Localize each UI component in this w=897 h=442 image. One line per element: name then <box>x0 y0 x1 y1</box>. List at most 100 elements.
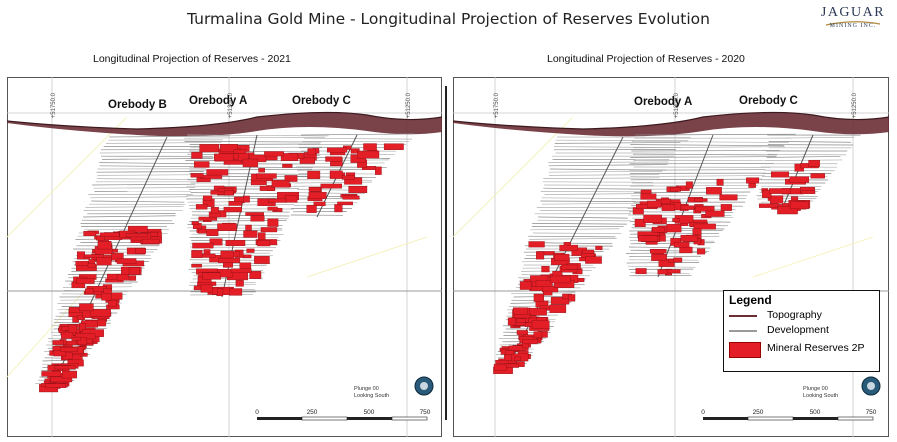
development-drift <box>630 144 784 147</box>
reserve-block <box>307 148 316 156</box>
projection-drawing: +51750.0 +51300.0 +51250.0 Orebody B Ore… <box>7 77 442 437</box>
reserve-block <box>789 176 810 183</box>
reserve-block <box>256 173 277 179</box>
reserve-block <box>363 143 377 151</box>
development-drift <box>541 202 642 205</box>
scale-label: 250 <box>307 409 318 416</box>
reserve-block <box>202 195 213 201</box>
scale-label: 500 <box>364 409 375 416</box>
reserve-block <box>239 262 252 269</box>
reserve-block <box>493 363 507 371</box>
reserve-block <box>519 281 532 290</box>
reserve-block <box>68 324 78 333</box>
reserve-block <box>223 206 243 213</box>
reserve-block <box>243 230 258 238</box>
reserve-block <box>651 254 667 261</box>
reserve-block <box>719 194 738 201</box>
legend-item-reserves: Mineral Reserves 2P <box>729 340 877 364</box>
reserve-block <box>200 174 223 179</box>
reserve-block <box>108 300 117 307</box>
grid-diagonal <box>752 236 874 278</box>
reserve-block <box>810 173 825 179</box>
reserve-block <box>192 242 214 249</box>
orebody-label: Orebody C <box>739 95 798 107</box>
reserve-block <box>800 190 816 194</box>
development-drift <box>548 161 669 163</box>
grid-diagonal <box>453 116 574 238</box>
reserve-block <box>128 267 140 275</box>
reserve-block <box>685 181 693 189</box>
reserve-block <box>337 201 353 206</box>
reserve-block <box>307 170 321 180</box>
reserve-block <box>808 160 820 167</box>
scale-label: 0 <box>255 409 259 416</box>
logo-wordmark: JAGUAR <box>820 5 886 20</box>
reserve-block <box>634 219 646 228</box>
development-drift <box>630 249 709 252</box>
reserve-block <box>194 161 210 168</box>
development-drift <box>96 171 204 173</box>
reserve-block <box>191 221 199 225</box>
reserve-block <box>495 360 509 364</box>
reserve-block <box>62 370 77 379</box>
reserve-blocks <box>493 160 825 374</box>
topography-swatch <box>729 315 757 317</box>
coord-label: +51300.0 <box>674 92 680 118</box>
reserve-block <box>640 193 657 200</box>
reserve-block <box>258 168 266 173</box>
reserve-block <box>83 231 97 237</box>
reserve-block <box>535 280 553 287</box>
reserve-block <box>191 263 202 268</box>
reserve-block <box>334 204 343 213</box>
development-drift <box>630 184 758 187</box>
development-drift <box>99 165 210 168</box>
development-drift <box>184 136 326 139</box>
north-arrow-icon <box>861 376 881 396</box>
reserve-block <box>223 190 234 196</box>
reserve-block <box>142 238 160 244</box>
reserve-block <box>191 151 203 159</box>
reserve-block <box>585 256 602 264</box>
reserve-block <box>225 239 246 246</box>
reserve-block <box>669 187 681 192</box>
coord-label: +51250.0 <box>852 92 858 118</box>
reserve-blocks <box>39 143 404 393</box>
development-drift <box>187 134 329 137</box>
reserve-block <box>282 163 293 168</box>
reserve-block <box>549 304 567 313</box>
plunge-text: Plunge 00 <box>354 386 379 392</box>
reserve-block <box>769 195 784 204</box>
topography-band <box>453 112 889 137</box>
reserve-block <box>116 274 129 281</box>
development-drift <box>629 169 766 171</box>
orebody-label: Orebody A <box>634 96 692 108</box>
panel-title-2020: Longitudinal Projection of Reserves - 20… <box>547 53 745 65</box>
reserve-block <box>280 153 299 161</box>
reserve-block <box>313 201 326 207</box>
development-drift <box>633 146 785 149</box>
development-drift <box>303 137 412 140</box>
scale-label: 0 <box>701 409 705 416</box>
reserve-block <box>206 228 219 237</box>
reserve-block <box>87 263 96 268</box>
coord-label: +51750.0 <box>494 92 500 118</box>
reserve-block <box>201 253 216 258</box>
reserve-block <box>242 254 252 259</box>
reserve-block <box>97 241 112 250</box>
legend-label: Development <box>767 324 829 336</box>
reserve-block <box>348 186 368 193</box>
development-drift <box>633 191 751 193</box>
development-drift <box>635 133 796 136</box>
reserve-block <box>673 241 690 248</box>
development-drift <box>93 187 196 189</box>
reserve-block <box>550 275 571 284</box>
reserve-block <box>720 204 732 211</box>
reserve-block <box>41 371 62 377</box>
reserve-block <box>45 383 67 388</box>
development-drift <box>97 174 200 176</box>
reserve-block <box>206 169 229 176</box>
grid-diagonal <box>306 236 428 278</box>
reserve-block <box>554 253 570 262</box>
development-drift <box>765 159 843 161</box>
development-swatch <box>729 330 757 332</box>
